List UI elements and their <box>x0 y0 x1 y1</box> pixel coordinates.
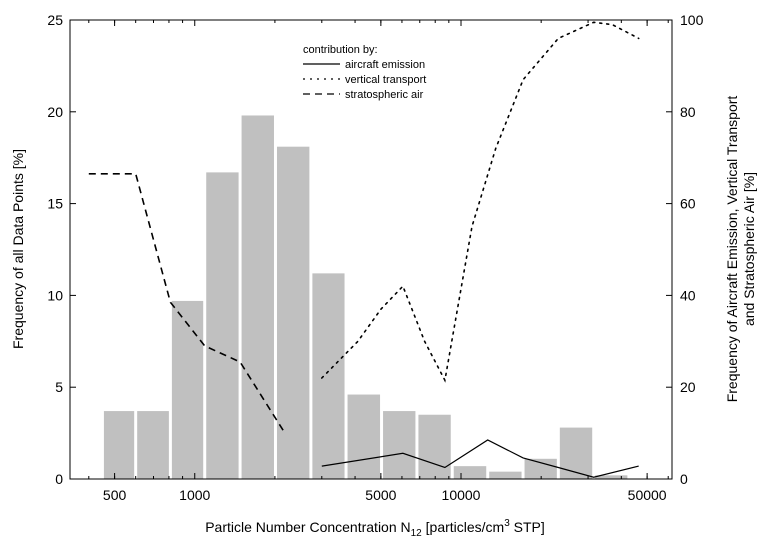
histogram-bar <box>347 394 381 479</box>
histogram-bar <box>453 466 487 479</box>
series-line-vertical-transport <box>320 21 640 383</box>
histogram-bar <box>312 273 345 479</box>
histogram-bar <box>595 475 628 479</box>
x-tick-label: 5000 <box>365 487 396 503</box>
histogram-bar <box>418 414 451 479</box>
y-left-tick-label: 20 <box>47 104 63 120</box>
legend: contribution by: aircraft emission vertic… <box>303 44 426 101</box>
y-right-tick-label: 80 <box>680 104 696 120</box>
y-left-tick-label: 15 <box>47 196 63 212</box>
y-left-tick-label: 5 <box>55 379 63 395</box>
histogram-bar <box>171 300 204 479</box>
legend-label: aircraft emission <box>345 59 425 71</box>
histogram-bar <box>559 427 593 479</box>
series-line-stratospheric-air <box>88 173 286 434</box>
y-axis-left-title: Frequency of all Data Points [%] <box>10 149 26 349</box>
y-right-tick-label: 20 <box>680 379 696 395</box>
y-right-tick-label: 0 <box>680 471 688 487</box>
histogram-bar <box>489 471 522 479</box>
x-axis-title: Particle Number Concentration N12 [parti… <box>205 518 545 539</box>
legend-title: contribution by: <box>303 44 378 56</box>
histogram-bar <box>276 146 310 479</box>
series-line-aircraft-emission <box>321 439 639 478</box>
x-tick-label: 10000 <box>442 487 481 503</box>
y-left-tick-label: 0 <box>55 471 63 487</box>
x-tick-label: 1000 <box>179 487 210 503</box>
histogram-bar <box>137 411 169 479</box>
x-tick-label: 50000 <box>628 487 667 503</box>
y-axis-right-title-line2: and Stratospheric Air [%] <box>741 172 757 326</box>
y-right-tick-label: 100 <box>680 12 704 28</box>
histogram-bar <box>383 411 416 479</box>
bars-layer <box>103 115 628 480</box>
histogram-bar <box>206 172 239 479</box>
y-right-tick-label: 40 <box>680 287 696 303</box>
histogram-bar <box>103 411 135 479</box>
y-axis-right-title-line1: Frequency of Aircraft Emission, Vertical… <box>724 96 740 403</box>
y-left-tick-label: 10 <box>47 287 63 303</box>
ticks-layer: 500 1000 5000 10000 50000 0 5 10 15 20 25 0 20 40 60 80… <box>47 12 703 503</box>
legend-label: stratospheric air <box>345 89 424 101</box>
y-right-tick-label: 60 <box>680 196 696 212</box>
histogram-bar <box>524 458 557 479</box>
x-tick-label: 500 <box>103 487 127 503</box>
y-left-tick-label: 25 <box>47 12 63 28</box>
legend-label: vertical transport <box>345 74 426 86</box>
legend-entries: aircraft emission vertical transport strat… <box>303 59 426 101</box>
plot-frame <box>69 19 673 480</box>
histogram-bar <box>241 115 274 480</box>
lines-layer <box>88 21 640 478</box>
